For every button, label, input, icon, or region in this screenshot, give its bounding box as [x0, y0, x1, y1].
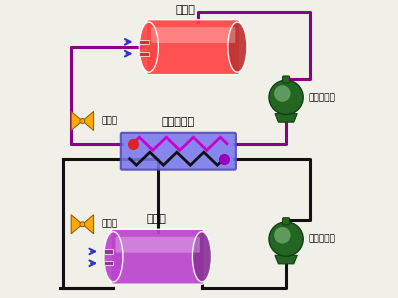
Ellipse shape — [139, 22, 158, 72]
FancyBboxPatch shape — [146, 20, 240, 74]
Polygon shape — [82, 111, 94, 131]
Circle shape — [274, 85, 291, 102]
Circle shape — [274, 227, 291, 243]
FancyBboxPatch shape — [115, 237, 200, 253]
FancyBboxPatch shape — [104, 249, 113, 254]
FancyBboxPatch shape — [151, 27, 235, 43]
Polygon shape — [275, 114, 297, 122]
Circle shape — [80, 222, 85, 227]
Text: 节流阀: 节流阀 — [101, 117, 118, 125]
Circle shape — [269, 80, 303, 114]
Text: 高温压缩机: 高温压缩机 — [308, 93, 335, 102]
FancyBboxPatch shape — [104, 261, 113, 265]
Polygon shape — [71, 111, 82, 131]
FancyBboxPatch shape — [111, 229, 204, 284]
Polygon shape — [275, 255, 297, 264]
FancyBboxPatch shape — [121, 133, 236, 170]
Ellipse shape — [228, 22, 247, 72]
Text: 节流阀: 节流阀 — [101, 220, 118, 229]
Ellipse shape — [192, 232, 211, 282]
Ellipse shape — [104, 232, 123, 282]
FancyBboxPatch shape — [139, 40, 149, 44]
FancyBboxPatch shape — [283, 218, 290, 225]
Polygon shape — [82, 215, 94, 234]
Polygon shape — [71, 215, 82, 234]
FancyBboxPatch shape — [283, 76, 290, 83]
Circle shape — [80, 119, 85, 123]
Text: 冷凝器: 冷凝器 — [176, 5, 196, 15]
Text: 冷凝蔓发器: 冷凝蔓发器 — [162, 117, 195, 127]
Circle shape — [269, 222, 303, 256]
FancyBboxPatch shape — [139, 52, 149, 56]
Text: 蔓发器: 蔓发器 — [146, 214, 166, 224]
Text: 低温压缩机: 低温压缩机 — [308, 235, 335, 243]
